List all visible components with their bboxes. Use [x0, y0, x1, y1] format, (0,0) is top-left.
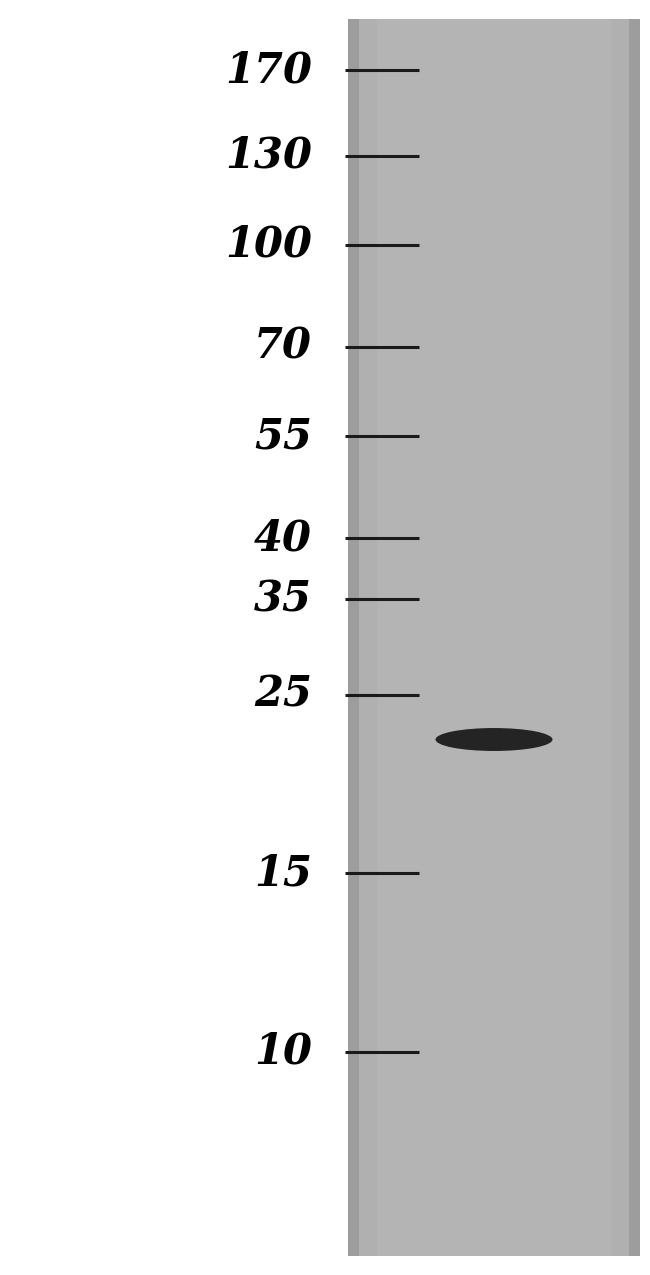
Text: 130: 130 [225, 135, 312, 176]
Text: 170: 170 [225, 50, 312, 91]
Text: 100: 100 [225, 224, 312, 265]
Text: 40: 40 [254, 518, 312, 558]
Text: 70: 70 [254, 326, 312, 367]
Bar [348, 19, 640, 1256]
Bar [377, 19, 611, 1256]
Text: 55: 55 [254, 416, 312, 456]
Text: 15: 15 [254, 853, 312, 894]
Bar [348, 19, 359, 1256]
Text: 25: 25 [254, 674, 312, 715]
Bar [629, 19, 640, 1256]
Text: 10: 10 [254, 1031, 312, 1072]
Text: 35: 35 [254, 579, 312, 620]
Ellipse shape [436, 728, 552, 751]
